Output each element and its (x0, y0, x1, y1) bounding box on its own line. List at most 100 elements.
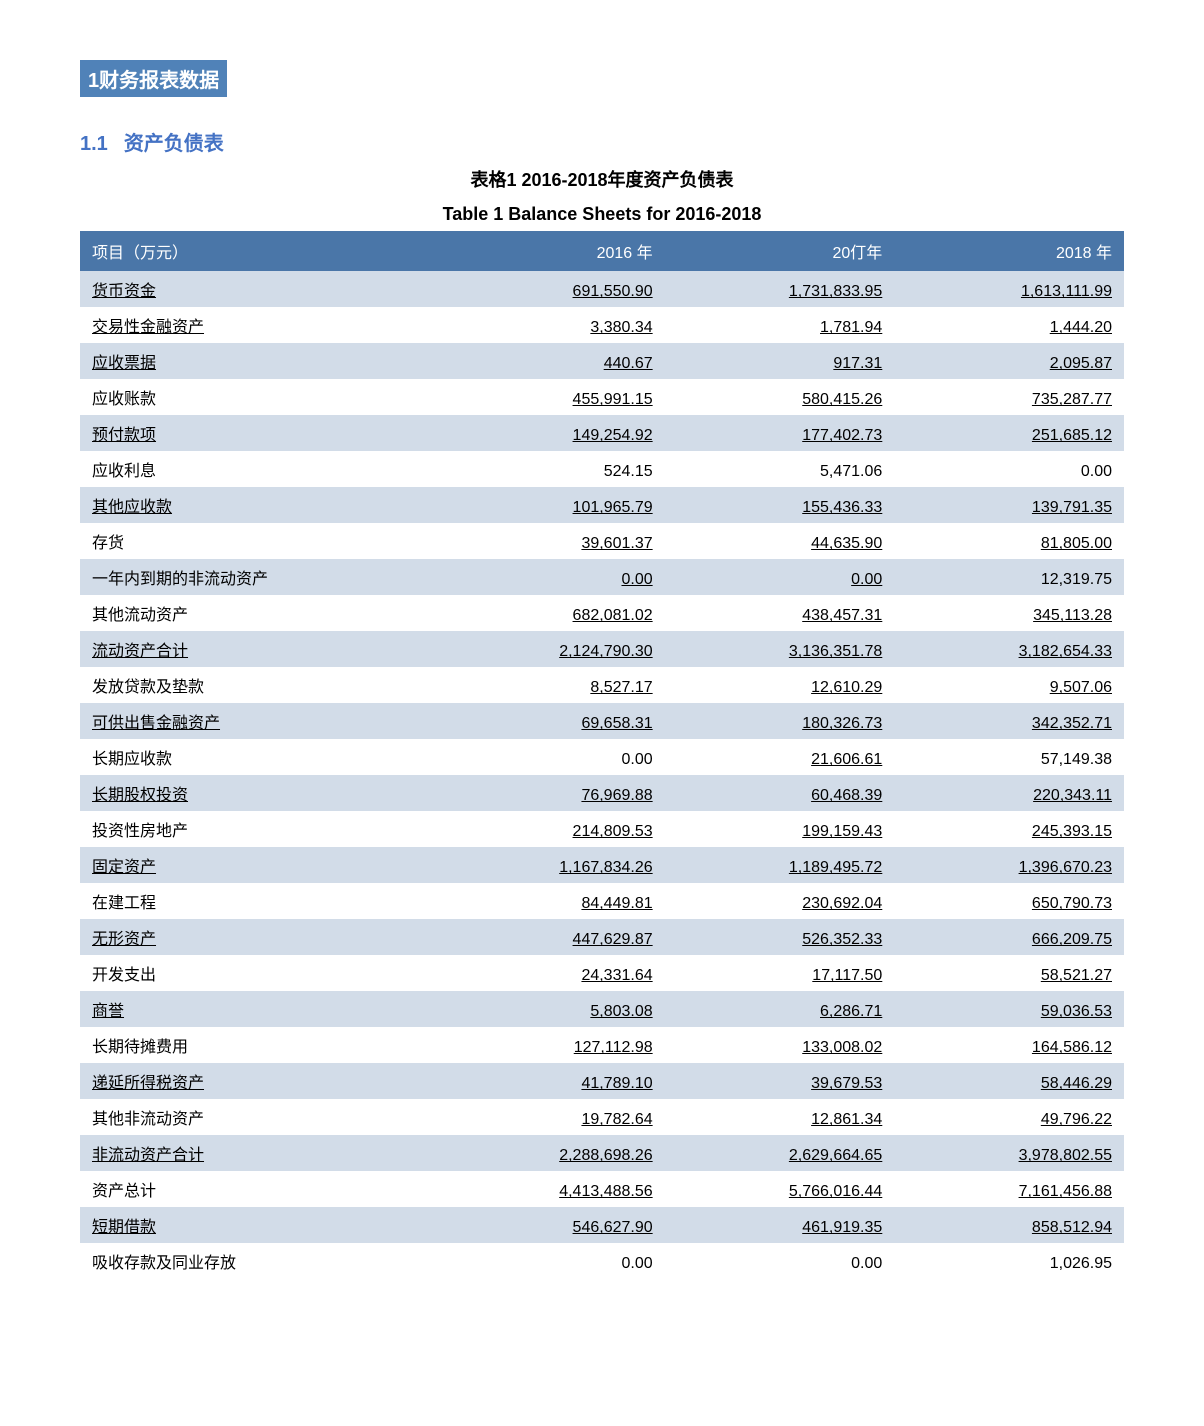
cell-2017: 230,692.04 (665, 883, 895, 919)
cell-2018: 81,805.00 (894, 523, 1124, 559)
cell-2016: 214,809.53 (435, 811, 665, 847)
cell-label: 应收账款 (80, 379, 435, 415)
table-row: 在建工程84,449.81230,692.04650,790.73 (80, 883, 1124, 919)
cell-2016: 39,601.37 (435, 523, 665, 559)
cell-2018: 1,444.20 (894, 307, 1124, 343)
cell-label: 预付款项 (80, 415, 435, 451)
cell-2018: 9,507.06 (894, 667, 1124, 703)
cell-2018: 59,036.53 (894, 991, 1124, 1027)
cell-2018: 3,978,802.55 (894, 1135, 1124, 1171)
table-row: 其他非流动资产19,782.6412,861.3449,796.22 (80, 1099, 1124, 1135)
cell-2017: 177,402.73 (665, 415, 895, 451)
cell-2017: 917.31 (665, 343, 895, 379)
cell-label: 流动资产合计 (80, 631, 435, 667)
subsection-title: 资产负债表 (124, 127, 224, 156)
cell-2016: 0.00 (435, 739, 665, 775)
cell-label: 一年内到期的非流动资产 (80, 559, 435, 595)
table-row: 应收账款455,991.15580,415.26735,287.77 (80, 379, 1124, 415)
cell-label: 无形资产 (80, 919, 435, 955)
table-row: 一年内到期的非流动资产0.000.0012,319.75 (80, 559, 1124, 595)
cell-2017: 6,286.71 (665, 991, 895, 1027)
cell-2016: 1,167,834.26 (435, 847, 665, 883)
cell-2018: 1,026.95 (894, 1243, 1124, 1279)
cell-2018: 7,161,456.88 (894, 1171, 1124, 1207)
cell-2017: 199,159.43 (665, 811, 895, 847)
cell-2016: 41,789.10 (435, 1063, 665, 1099)
cell-2018: 220,343.11 (894, 775, 1124, 811)
cell-2018: 342,352.71 (894, 703, 1124, 739)
cell-2017: 180,326.73 (665, 703, 895, 739)
col-header-2016: 2016 年 (435, 231, 665, 271)
cell-2018: 1,396,670.23 (894, 847, 1124, 883)
cell-2016: 84,449.81 (435, 883, 665, 919)
cell-label: 递延所得税资产 (80, 1063, 435, 1099)
cell-label: 投资性房地产 (80, 811, 435, 847)
table-row: 无形资产447,629.87526,352.33666,209.75 (80, 919, 1124, 955)
table-row: 资产总计4,413,488.565,766,016.447,161,456.88 (80, 1171, 1124, 1207)
cell-2016: 69,658.31 (435, 703, 665, 739)
cell-2017: 21,606.61 (665, 739, 895, 775)
cell-2018: 650,790.73 (894, 883, 1124, 919)
cell-2017: 438,457.31 (665, 595, 895, 631)
cell-2017: 60,468.39 (665, 775, 895, 811)
cell-2017: 5,471.06 (665, 451, 895, 487)
cell-2018: 49,796.22 (894, 1099, 1124, 1135)
cell-label: 在建工程 (80, 883, 435, 919)
cell-2016: 524.15 (435, 451, 665, 487)
table-row: 其他应收款101,965.79155,436.33139,791.35 (80, 487, 1124, 523)
cell-2018: 12,319.75 (894, 559, 1124, 595)
table-row: 发放贷款及垫款8,527.1712,610.299,507.06 (80, 667, 1124, 703)
cell-2018: 858,512.94 (894, 1207, 1124, 1243)
table-row: 货币资金691,550.901,731,833.951,613,111.99 (80, 271, 1124, 307)
cell-2016: 0.00 (435, 1243, 665, 1279)
cell-2017: 39,679.53 (665, 1063, 895, 1099)
cell-2018: 0.00 (894, 451, 1124, 487)
cell-2016: 149,254.92 (435, 415, 665, 451)
cell-2016: 76,969.88 (435, 775, 665, 811)
cell-2018: 666,209.75 (894, 919, 1124, 955)
cell-label: 其他流动资产 (80, 595, 435, 631)
subsection-number: 1.1 (80, 133, 108, 156)
cell-2017: 461,919.35 (665, 1207, 895, 1243)
cell-2017: 1,731,833.95 (665, 271, 895, 307)
cell-2016: 447,629.87 (435, 919, 665, 955)
cell-label: 非流动资产合计 (80, 1135, 435, 1171)
cell-2016: 455,991.15 (435, 379, 665, 415)
cell-2017: 12,610.29 (665, 667, 895, 703)
cell-2018: 245,393.15 (894, 811, 1124, 847)
cell-label: 其他非流动资产 (80, 1099, 435, 1135)
cell-2016: 8,527.17 (435, 667, 665, 703)
cell-2018: 1,613,111.99 (894, 271, 1124, 307)
cell-2017: 1,781.94 (665, 307, 895, 343)
cell-2017: 133,008.02 (665, 1027, 895, 1063)
table-row: 长期待摊费用127,112.98133,008.02164,586.12 (80, 1027, 1124, 1063)
table-row: 预付款项149,254.92177,402.73251,685.12 (80, 415, 1124, 451)
cell-2017: 17,117.50 (665, 955, 895, 991)
table-row: 应收票据440.67917.312,095.87 (80, 343, 1124, 379)
cell-2016: 3,380.34 (435, 307, 665, 343)
col-header-item: 项目（万元） (80, 231, 435, 271)
cell-label: 吸收存款及同业存放 (80, 1243, 435, 1279)
cell-2017: 0.00 (665, 1243, 895, 1279)
cell-2016: 440.67 (435, 343, 665, 379)
table-row: 商誉5,803.086,286.7159,036.53 (80, 991, 1124, 1027)
cell-2017: 580,415.26 (665, 379, 895, 415)
cell-2018: 139,791.35 (894, 487, 1124, 523)
cell-2016: 546,627.90 (435, 1207, 665, 1243)
cell-2017: 3,136,351.78 (665, 631, 895, 667)
table-row: 递延所得税资产41,789.1039,679.5358,446.29 (80, 1063, 1124, 1099)
table-row: 非流动资产合计2,288,698.262,629,664.653,978,802… (80, 1135, 1124, 1171)
cell-2016: 0.00 (435, 559, 665, 595)
table-row: 短期借款546,627.90461,919.35858,512.94 (80, 1207, 1124, 1243)
cell-2018: 164,586.12 (894, 1027, 1124, 1063)
table-row: 长期应收款0.0021,606.6157,149.38 (80, 739, 1124, 775)
table-row: 开发支出24,331.6417,117.5058,521.27 (80, 955, 1124, 991)
cell-2016: 691,550.90 (435, 271, 665, 307)
cell-label: 资产总计 (80, 1171, 435, 1207)
cell-label: 交易性金融资产 (80, 307, 435, 343)
cell-label: 可供出售金融资产 (80, 703, 435, 739)
cell-2018: 2,095.87 (894, 343, 1124, 379)
cell-2016: 127,112.98 (435, 1027, 665, 1063)
cell-2017: 1,189,495.72 (665, 847, 895, 883)
cell-2018: 58,521.27 (894, 955, 1124, 991)
